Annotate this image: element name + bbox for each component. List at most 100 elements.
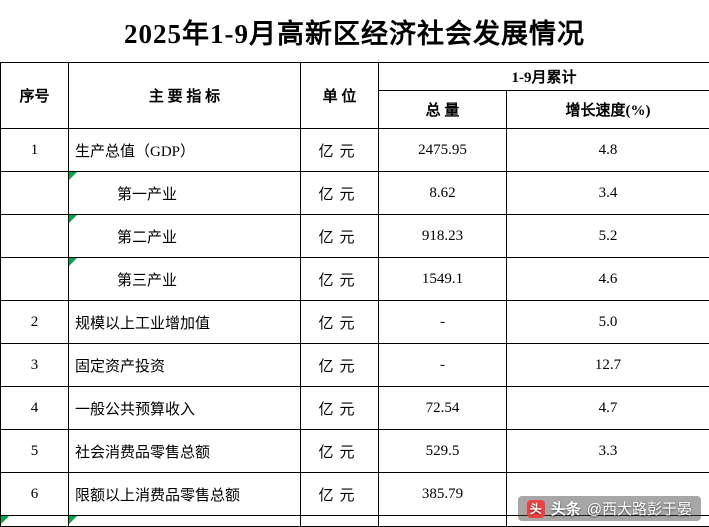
- cell-growth: 3.4: [507, 172, 709, 215]
- cell-unit-text: 亿元: [318, 316, 360, 332]
- cell-unit-text: 亿元: [318, 144, 360, 160]
- cell-no-text: 2: [31, 314, 39, 330]
- cell-no-text: 1: [31, 142, 39, 158]
- cell-no: 3: [1, 344, 69, 387]
- cell-unit: 亿元: [301, 344, 379, 387]
- cell-no: [1, 258, 69, 301]
- cell-total-text: 72.54: [426, 400, 460, 416]
- cell-total: -: [379, 301, 507, 344]
- cell-indicator: 规模以上工业增加值: [69, 301, 301, 344]
- cell-total: 385.79: [379, 473, 507, 516]
- cell-total-text: -: [440, 357, 445, 373]
- cell-growth-text: 5.2: [599, 228, 618, 244]
- table-row: 2 规模以上工业增加值 亿元 - 5.0: [1, 301, 709, 344]
- cell-total: 2475.95: [379, 129, 507, 172]
- table-header: 序号 主 要 指 标 单 位 1-9月累计 总 量 增长速度(%): [1, 63, 709, 129]
- cell-indicator: 固定资产投资: [69, 344, 301, 387]
- cell-unit-text: 亿元: [318, 488, 360, 504]
- cell-total: 1549.1: [379, 258, 507, 301]
- cell-unit: 亿元: [301, 215, 379, 258]
- green-triangle-icon: [1, 516, 9, 524]
- table-row: 4 一般公共预算收入 亿元 72.54 4.7: [1, 387, 709, 430]
- cell-growth-text: 3.3: [599, 443, 618, 459]
- watermark: 头 头条 @西大路彭于晏: [518, 496, 701, 521]
- green-triangle-icon: [69, 258, 77, 266]
- cell-unit: 亿元: [301, 172, 379, 215]
- cell-no-text: 5: [31, 443, 39, 459]
- cell-total: 72.54: [379, 387, 507, 430]
- header-total: 总 量: [379, 91, 507, 129]
- cell-growth-text: 4.8: [599, 142, 618, 158]
- cell-indicator-text: 第二产业: [117, 230, 177, 246]
- cell-growth: 5.0: [507, 301, 709, 344]
- cell-unit-text: 亿元: [318, 402, 360, 418]
- partial-cell-unit: [301, 516, 379, 527]
- partial-cell-total: [379, 516, 507, 527]
- cell-total-text: 385.79: [422, 486, 463, 502]
- cell-indicator-text: 限额以上消费品零售总额: [75, 488, 240, 504]
- cell-unit: 亿元: [301, 258, 379, 301]
- watermark-brand: 头条: [551, 498, 581, 519]
- cell-growth: 5.2: [507, 215, 709, 258]
- header-growth: 增长速度(%): [507, 91, 709, 129]
- cell-total-text: 529.5: [426, 443, 460, 459]
- page-title: 2025年1-9月高新区经济社会发展情况: [124, 12, 585, 51]
- cell-indicator-text: 第一产业: [117, 187, 177, 203]
- green-triangle-icon: [69, 516, 77, 524]
- green-triangle-icon: [69, 215, 77, 223]
- cell-indicator-text: 生产总值（GDP）: [75, 144, 195, 160]
- header-unit: 单 位: [301, 63, 379, 129]
- cell-growth: 3.3: [507, 430, 709, 473]
- cell-growth: 4.7: [507, 387, 709, 430]
- cell-indicator: 第一产业: [69, 172, 301, 215]
- cell-no-text: 6: [31, 486, 39, 502]
- cell-total: 8.62: [379, 172, 507, 215]
- cell-growth: 4.8: [507, 129, 709, 172]
- table-row: 第一产业 亿元 8.62 3.4: [1, 172, 709, 215]
- cell-indicator: 生产总值（GDP）: [69, 129, 301, 172]
- economy-table: 序号 主 要 指 标 单 位 1-9月累计 总 量 增长速度(%) 1 生产总值（…: [0, 62, 709, 527]
- cell-no: [1, 172, 69, 215]
- table-row: 3 固定资产投资 亿元 - 12.7: [1, 344, 709, 387]
- cell-unit-text: 亿元: [318, 273, 360, 289]
- cell-no: 5: [1, 430, 69, 473]
- cell-growth-text: 3.4: [599, 185, 618, 201]
- cell-growth-text: 4.6: [599, 271, 618, 287]
- cell-growth-text: 5.0: [599, 314, 618, 330]
- cell-unit-text: 亿元: [318, 359, 360, 375]
- cell-no: 1: [1, 129, 69, 172]
- cell-indicator: 社会消费品零售总额: [69, 430, 301, 473]
- cell-no-text: 4: [31, 400, 39, 416]
- cell-unit-text: 亿元: [318, 187, 360, 203]
- header-no: 序号: [1, 63, 69, 129]
- cell-total: 918.23: [379, 215, 507, 258]
- cell-unit: 亿元: [301, 129, 379, 172]
- cell-indicator-text: 固定资产投资: [75, 359, 165, 375]
- cell-total-text: -: [440, 314, 445, 330]
- cell-unit: 亿元: [301, 387, 379, 430]
- table-row: 1 生产总值（GDP） 亿元 2475.95 4.8: [1, 129, 709, 172]
- cell-unit-text: 亿元: [318, 230, 360, 246]
- cell-no: 4: [1, 387, 69, 430]
- cell-unit: 亿元: [301, 473, 379, 516]
- cell-no-text: 3: [31, 357, 39, 373]
- cell-growth: 12.7: [507, 344, 709, 387]
- cell-indicator: 限额以上消费品零售总额: [69, 473, 301, 516]
- watermark-handle: @西大路彭于晏: [587, 498, 692, 519]
- cell-no: 2: [1, 301, 69, 344]
- cell-total-text: 918.23: [422, 228, 463, 244]
- green-triangle-icon: [69, 172, 77, 180]
- cell-unit: 亿元: [301, 301, 379, 344]
- header-indicator: 主 要 指 标: [69, 63, 301, 129]
- cell-total: -: [379, 344, 507, 387]
- toutiao-logo-icon: 头: [527, 500, 545, 518]
- cell-total-text: 1549.1: [422, 271, 463, 287]
- cell-no: [1, 215, 69, 258]
- cell-total: 529.5: [379, 430, 507, 473]
- cell-growth-text: 4.7: [599, 400, 618, 416]
- cell-indicator: 一般公共预算收入: [69, 387, 301, 430]
- cell-growth: 4.6: [507, 258, 709, 301]
